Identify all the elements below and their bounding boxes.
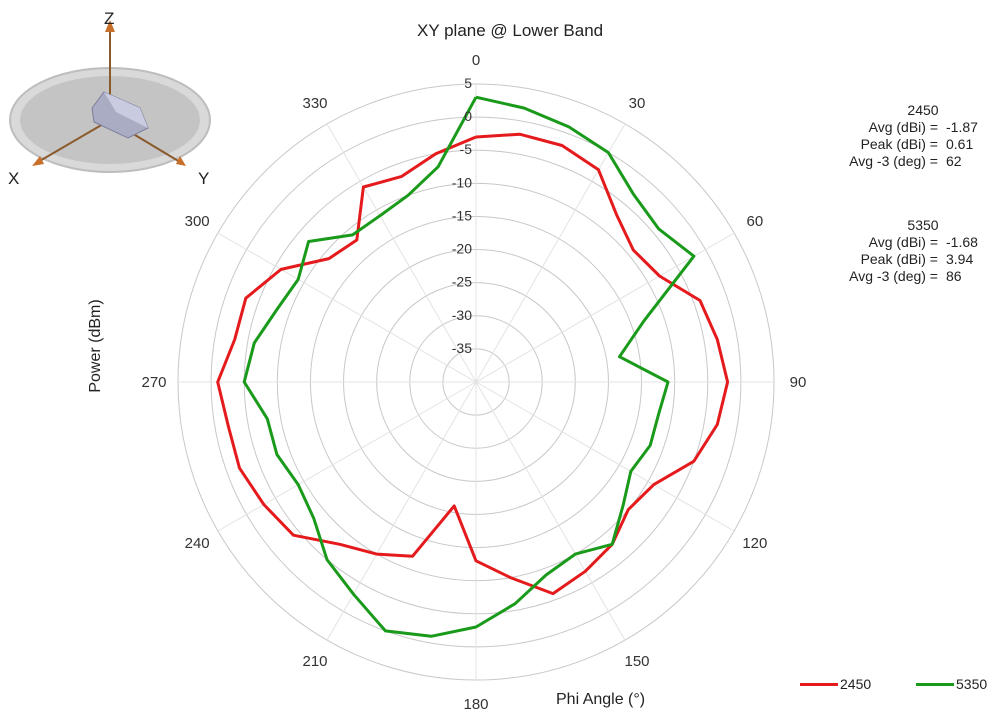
- series-line-2450: [216, 132, 730, 596]
- angle-label: 0: [472, 52, 480, 69]
- stats-block-2450: 2450 Avg (dBi) = -1.87 Peak (dBi) = 0.61 A…: [810, 102, 996, 170]
- stats-band-title: 5350: [907, 217, 939, 233]
- grid-spoke: [326, 381, 477, 641]
- legend-item-5350: 5350: [916, 676, 987, 692]
- polar-grid: [177, 83, 775, 681]
- stats-label: Peak (dBi) =: [860, 251, 938, 267]
- stats-value: -1.68: [946, 234, 978, 250]
- legend-item-2450: 2450: [800, 676, 871, 692]
- angle-label: 240: [185, 535, 210, 552]
- series-layer: [216, 95, 730, 638]
- angle-label: 120: [742, 535, 767, 552]
- grid-spoke: [326, 123, 477, 383]
- angle-label: 330: [302, 95, 327, 112]
- axis-z-label: Z: [104, 9, 114, 28]
- grid-spoke: [217, 381, 477, 532]
- stats-label: Avg (dBi) =: [868, 234, 938, 250]
- angle-label: 270: [141, 374, 166, 391]
- radial-tick-label: 5: [464, 75, 472, 91]
- axis-y-label: Y: [198, 169, 209, 188]
- grid-spoke: [475, 381, 735, 532]
- radial-tick-label: -5: [460, 141, 473, 157]
- radial-tick-label: -25: [452, 274, 472, 290]
- stats-label: Avg -3 (deg) =: [849, 153, 938, 169]
- series-line-5350: [242, 95, 696, 638]
- stats-value: -1.87: [946, 119, 978, 135]
- stats-block-5350: 5350 Avg (dBi) = -1.68 Peak (dBi) = 3.94 A…: [810, 217, 996, 285]
- antenna-orientation-icon: Z X Y: [8, 9, 211, 188]
- y-axis-title: Power (dBm): [87, 299, 104, 392]
- legend-label: 2450: [840, 676, 872, 692]
- x-axis-title: Phi Angle (°): [556, 691, 645, 708]
- legend-label: 5350: [956, 676, 988, 692]
- stats-value: 62: [946, 153, 962, 169]
- angle-label: 60: [747, 213, 764, 230]
- legend-swatch: [800, 682, 838, 686]
- stats-value: 3.94: [946, 251, 974, 267]
- stats-value: 0.61: [946, 136, 974, 152]
- legend-swatch: [916, 682, 954, 686]
- stats-label: Avg -3 (deg) =: [849, 268, 938, 284]
- stats-band-title: 2450: [907, 102, 939, 118]
- labels-layer: 50-5-10-15-20-25-30-35030609012015018021…: [141, 52, 806, 711]
- stats-label: Peak (dBi) =: [860, 136, 938, 152]
- chart-title: XY plane @ Lower Band: [417, 21, 603, 40]
- angle-label: 180: [463, 696, 488, 711]
- angle-label: 30: [629, 95, 646, 112]
- angle-label: 210: [302, 653, 327, 670]
- stats-label: Avg (dBi) =: [868, 119, 938, 135]
- radial-tick-label: -35: [452, 340, 472, 356]
- axis-x-label: X: [8, 169, 19, 188]
- radial-tick-label: -20: [452, 241, 472, 257]
- stats-value: 86: [946, 268, 962, 284]
- radial-tick-label: 0: [464, 108, 472, 124]
- angle-label: 90: [790, 374, 807, 391]
- angle-label: 150: [624, 653, 649, 670]
- grid-spoke: [475, 123, 626, 383]
- radial-tick-label: -10: [452, 174, 472, 190]
- angle-label: 300: [185, 213, 210, 230]
- grid-spoke: [217, 232, 477, 383]
- radial-tick-label: -15: [452, 207, 472, 223]
- grid-spoke: [475, 381, 626, 641]
- radial-tick-label: -30: [452, 307, 472, 323]
